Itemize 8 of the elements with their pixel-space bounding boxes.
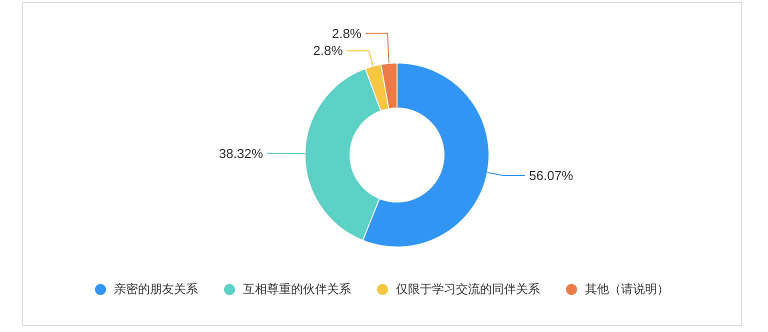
data-label: 2.8%	[332, 26, 362, 41]
data-label: 38.32%	[218, 146, 264, 161]
data-label: 56.07%	[529, 168, 574, 183]
legend-label: 互相尊重的伙伴关系	[243, 281, 351, 298]
legend-label: 其他（请说明）	[585, 281, 669, 298]
legend-label: 亲密的朋友关系	[114, 281, 198, 298]
data-label: 2.8%	[313, 43, 344, 58]
legend-label: 仅限于学习交流的同伴关系	[396, 281, 540, 298]
